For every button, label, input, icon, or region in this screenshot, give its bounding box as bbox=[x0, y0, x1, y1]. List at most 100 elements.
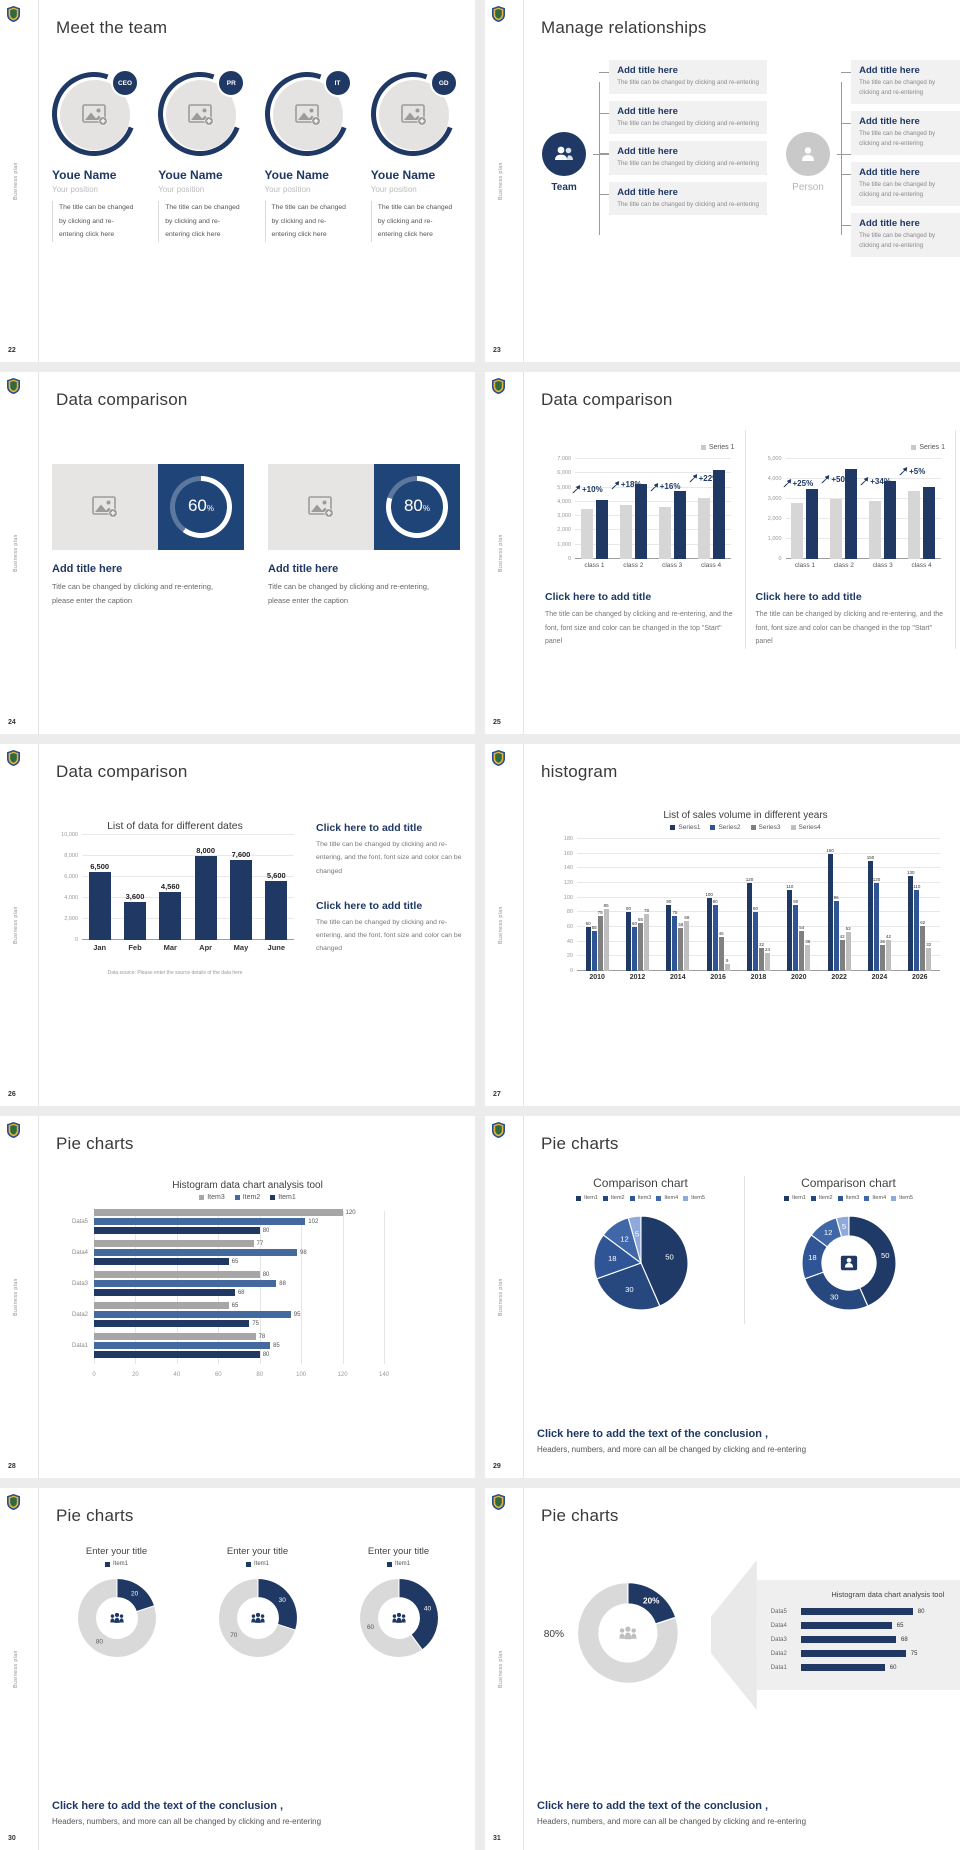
bar bbox=[879, 944, 885, 971]
bar bbox=[833, 900, 839, 971]
bar-cell: 42 bbox=[885, 839, 891, 971]
slide-25[interactable]: Business plan Data comparison Series 1 0 1… bbox=[485, 372, 960, 734]
slide-number: 24 bbox=[8, 719, 16, 726]
chart-plot: 0 1,000 2,000 3,000 4,000 5,000 +25% class 1 +50… bbox=[768, 456, 941, 569]
image-placeholder-icon bbox=[294, 104, 320, 126]
legend-item: Series 1 bbox=[700, 444, 735, 451]
legend-swatch bbox=[700, 445, 706, 450]
bar bbox=[806, 489, 819, 559]
card-media: 80% bbox=[268, 464, 460, 550]
legend-label: Item1 bbox=[792, 1195, 806, 1201]
bar-cell: 32 bbox=[926, 839, 931, 971]
team-icon bbox=[542, 132, 587, 176]
slide-27[interactable]: Business plan histogram List of sales vo… bbox=[485, 744, 960, 1106]
member-description: The title can be changed by clicking and… bbox=[52, 201, 135, 242]
bar-value: 68 bbox=[237, 1289, 245, 1296]
chart-body: 0 2,000 4,000 6,000 8,000 10,000 6,500 Jan 3,600… bbox=[61, 832, 294, 956]
slide-23[interactable]: Business plan Manage relationships Team … bbox=[485, 0, 960, 362]
slide-22[interactable]: Business plan Meet the team CEO Youe Nam… bbox=[0, 0, 475, 362]
image-placeholder bbox=[52, 464, 158, 550]
slide-29[interactable]: Business plan Pie charts Comparison char… bbox=[485, 1116, 960, 1478]
comparison-card[interactable]: 80% Add title here Title can be changed … bbox=[268, 464, 460, 608]
legend-item: Item1 bbox=[245, 1561, 269, 1567]
bar bbox=[94, 1227, 260, 1234]
bar-cell bbox=[806, 459, 819, 559]
sidebar-vertical-text: Business plan bbox=[13, 906, 19, 944]
bar-cell: 110 bbox=[913, 839, 920, 971]
bars bbox=[869, 459, 897, 559]
school-crest-logo bbox=[7, 1122, 20, 1138]
item-text: The title can be changed by clicking and… bbox=[617, 79, 759, 86]
list-item[interactable]: Add title here The title can be changed b… bbox=[841, 213, 960, 257]
slide-28[interactable]: Business plan Pie charts Histogram data … bbox=[0, 1116, 475, 1478]
gridline bbox=[384, 1211, 385, 1364]
team-member-card[interactable]: CEO Youe Name Your position The title ca… bbox=[38, 58, 150, 242]
pie-svg: 50 30 18 12 5 bbox=[592, 1215, 688, 1311]
y-tick-label: 60 bbox=[566, 924, 573, 930]
sidebar-vertical-text: Business plan bbox=[13, 162, 19, 200]
list-item[interactable]: Add title here The title can be changed b… bbox=[599, 181, 767, 216]
slide-24[interactable]: Business plan Data comparison 60% Add ti… bbox=[0, 372, 475, 734]
list-item[interactable]: Add title here The title can be changed b… bbox=[841, 111, 960, 155]
bar bbox=[724, 964, 730, 971]
team-member-card[interactable]: PR Youe Name Your position The title can… bbox=[144, 58, 257, 242]
list-item[interactable]: Add title here The title can be changed b… bbox=[599, 60, 767, 94]
bar-cell bbox=[884, 459, 897, 559]
team-member-card[interactable]: GD Youe Name Your position The title can… bbox=[356, 58, 469, 242]
chart-panel: Series 1 0 1,000 2,000 3,000 4,000 5,000 6,000 7… bbox=[535, 430, 746, 649]
list-item[interactable]: Add title here The title can be changed b… bbox=[841, 60, 960, 104]
school-crest-logo bbox=[492, 1122, 505, 1138]
bar-cell: 6,500 bbox=[88, 835, 111, 940]
slice-label: 50 bbox=[880, 1251, 889, 1260]
block-text: The title can be changed by clicking and… bbox=[545, 611, 733, 646]
team-items: Add title here The title can be changed b… bbox=[599, 60, 767, 257]
page-title: histogram bbox=[541, 762, 618, 781]
relationship-diagram: Team Add title here The title can be chan… bbox=[535, 60, 960, 257]
bar-cell: 90 bbox=[666, 839, 671, 971]
list-item[interactable]: Add title here The title can be changed b… bbox=[841, 162, 960, 206]
y-tick-label: 6,000 bbox=[557, 470, 571, 477]
outer-label: 80% bbox=[544, 1628, 564, 1639]
y-tick-label: 2,000 bbox=[64, 916, 78, 922]
chart-plot: 0 2,000 4,000 6,000 8,000 10,000 6,500 Jan 3,600… bbox=[61, 832, 294, 952]
legend-item: Item1 bbox=[104, 1561, 128, 1567]
bar-value: 80 bbox=[262, 1227, 270, 1234]
conclusion-title: Click here to add the text of the conclu… bbox=[537, 1428, 769, 1440]
block-title: Click here to add title bbox=[316, 822, 423, 834]
slide-30[interactable]: Business plan Pie charts Enter your titl… bbox=[0, 1488, 475, 1850]
bar-cell bbox=[634, 459, 647, 559]
grouped-bar-chart: Series 1 0 1,000 2,000 3,000 4,000 5,000 +25% cl… bbox=[756, 444, 945, 575]
slide-number: 22 bbox=[8, 347, 16, 354]
bar-value: 77 bbox=[256, 1240, 264, 1247]
gridline bbox=[577, 882, 940, 883]
bars: 60 55 75 85 bbox=[585, 839, 609, 971]
people-icon bbox=[391, 1612, 406, 1623]
item-title: Add title here bbox=[617, 105, 678, 117]
gridline bbox=[575, 486, 731, 488]
list-item[interactable]: Add title here The title can be changed b… bbox=[599, 100, 767, 135]
gridline bbox=[785, 478, 941, 479]
brush-arrow-icon bbox=[688, 474, 697, 483]
donut-chart: 20% 80% bbox=[535, 1573, 721, 1698]
item-title: Add title here bbox=[617, 146, 678, 158]
legend-item: Item4 bbox=[864, 1195, 886, 1201]
list-item[interactable]: Add title here The title can be changed b… bbox=[599, 141, 767, 175]
bar bbox=[791, 503, 804, 559]
y-tick-label: 3,000 bbox=[767, 496, 782, 502]
brush-arrow-icon bbox=[860, 477, 869, 486]
team-member-card[interactable]: IT Youe Name Your position The title can… bbox=[250, 58, 363, 242]
comparison-card[interactable]: 60% Add title here Title can be changed … bbox=[52, 464, 244, 608]
conclusion-title: Click here to add the text of the conclu… bbox=[52, 1800, 284, 1812]
y-tick-label: 20 bbox=[566, 953, 573, 960]
bar-row: Data4 65 bbox=[771, 1622, 960, 1629]
slide-26[interactable]: Business plan Data comparison List of da… bbox=[0, 744, 475, 1106]
brush-arrow-icon bbox=[821, 475, 830, 484]
slide-31[interactable]: Business plan Pie charts 20% 80% Histogra… bbox=[485, 1488, 960, 1850]
legend-item: Item5 bbox=[683, 1195, 705, 1201]
category-label: Data4 bbox=[770, 1622, 787, 1629]
slice-label: 60 bbox=[366, 1624, 374, 1631]
bar bbox=[752, 912, 758, 971]
bar bbox=[637, 923, 643, 971]
x-tick-label: 80 bbox=[256, 1372, 264, 1378]
